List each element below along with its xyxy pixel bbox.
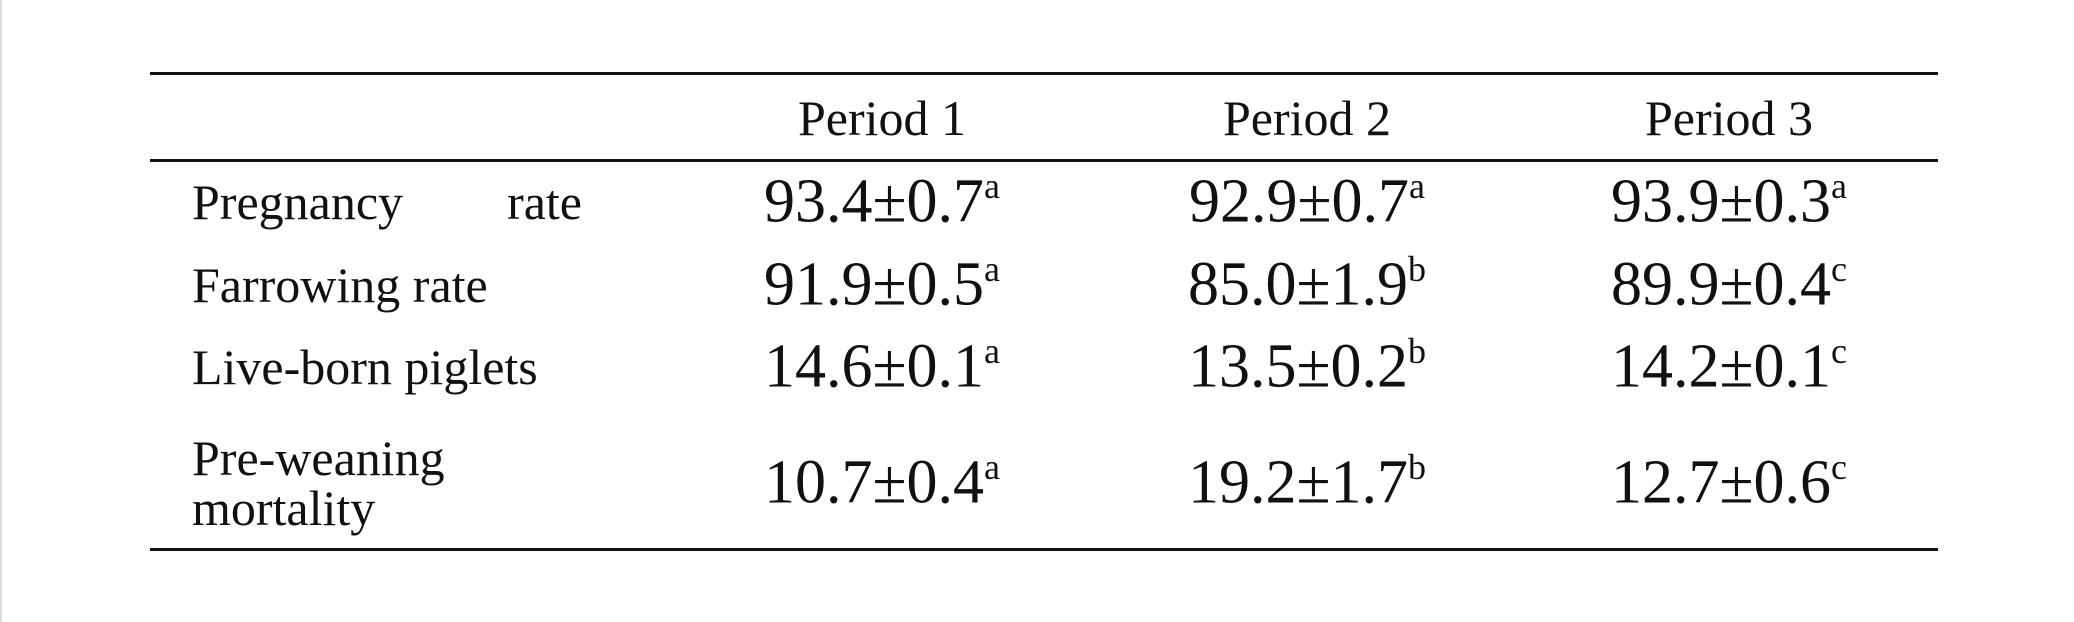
value-text: 91.9±0.5 bbox=[763, 250, 985, 319]
significance-letter: a bbox=[1409, 166, 1426, 207]
cell-value: 89.9±0.4c bbox=[1611, 250, 1847, 321]
row-label: Farrowing rate bbox=[192, 257, 488, 313]
value-text: 92.9±0.7 bbox=[1188, 167, 1410, 236]
value-text: 19.2±1.7 bbox=[1187, 448, 1409, 517]
significance-letter: a bbox=[984, 249, 1001, 290]
cell-value: 14.2±0.1c bbox=[1611, 332, 1847, 403]
column-header: Period 3 bbox=[1644, 90, 1814, 146]
value-text: 93.4±0.7 bbox=[763, 167, 985, 236]
significance-letter: c bbox=[1831, 447, 1848, 488]
bottom-rule bbox=[150, 548, 1938, 551]
cell-value: 93.4±0.7a bbox=[764, 167, 1000, 238]
value-text: 14.2±0.1 bbox=[1610, 332, 1832, 401]
significance-letter: c bbox=[1831, 249, 1848, 290]
value-text: 14.6±0.1 bbox=[763, 332, 985, 401]
significance-letter: a bbox=[984, 447, 1001, 488]
cell-value: 13.5±0.2b bbox=[1188, 332, 1426, 403]
cell-value: 10.7±0.4a bbox=[764, 448, 1000, 519]
significance-letter: b bbox=[1408, 447, 1427, 488]
significance-letter: a bbox=[1831, 166, 1848, 207]
row-label: Pre-weaning mortality bbox=[192, 430, 445, 536]
value-text: 93.9±0.3 bbox=[1610, 167, 1832, 236]
significance-letter: b bbox=[1408, 249, 1427, 290]
value-text: 85.0±1.9 bbox=[1187, 250, 1409, 319]
header-rule bbox=[150, 159, 1938, 162]
value-text: 89.9±0.4 bbox=[1610, 250, 1832, 319]
column-header: Period 2 bbox=[1222, 90, 1392, 146]
value-text: 12.7±0.6 bbox=[1610, 448, 1832, 517]
column-header: Period 1 bbox=[797, 90, 967, 146]
significance-letter: a bbox=[984, 331, 1001, 372]
value-text: 10.7±0.4 bbox=[763, 448, 985, 517]
cell-value: 91.9±0.5a bbox=[764, 250, 1000, 321]
cell-value: 12.7±0.6c bbox=[1611, 448, 1847, 519]
significance-letter: c bbox=[1831, 331, 1848, 372]
cell-value: 14.6±0.1a bbox=[764, 332, 1000, 403]
significance-letter: a bbox=[984, 166, 1001, 207]
significance-letter: b bbox=[1408, 331, 1427, 372]
top-rule bbox=[150, 72, 1938, 75]
cell-value: 85.0±1.9b bbox=[1188, 250, 1426, 321]
cell-value: 92.9±0.7a bbox=[1189, 167, 1425, 238]
value-text: 13.5±0.2 bbox=[1187, 332, 1409, 401]
cell-value: 19.2±1.7b bbox=[1188, 448, 1426, 519]
row-label: Live-born piglets bbox=[192, 339, 538, 395]
cell-value: 93.9±0.3a bbox=[1611, 167, 1847, 238]
page-edge bbox=[0, 0, 2, 622]
row-label: Pregnancy rate bbox=[192, 174, 582, 230]
